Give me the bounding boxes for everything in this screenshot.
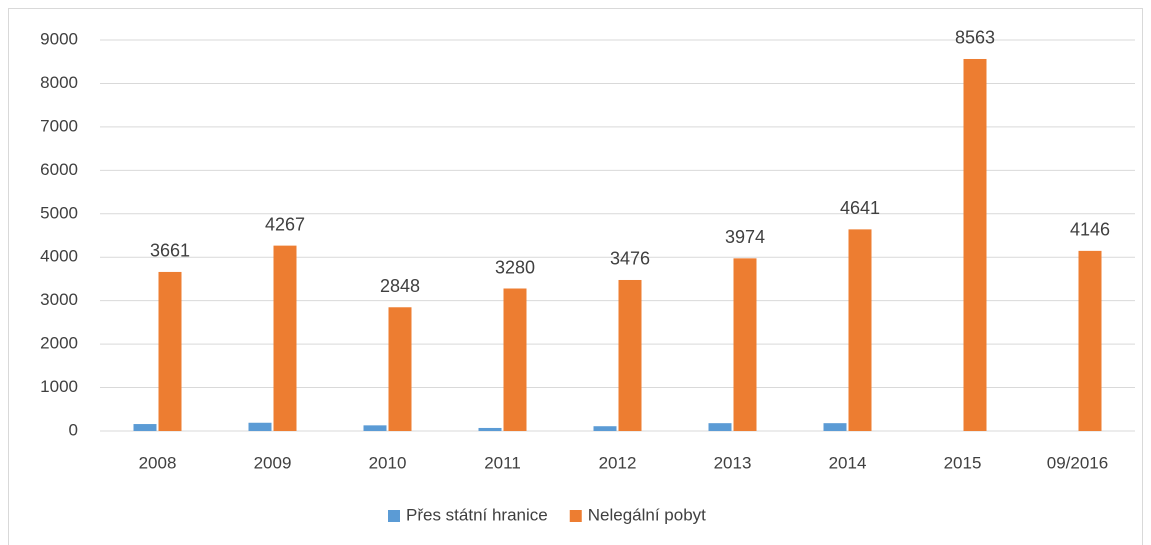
bar: [963, 58, 987, 431]
legend-swatch: [569, 510, 582, 522]
x-tick-label: 2012: [599, 453, 637, 472]
value-label: 8563: [955, 28, 995, 48]
x-tick-label: 2013: [714, 453, 752, 472]
bar: [503, 288, 527, 431]
bar: [248, 422, 272, 431]
y-tick-label: 4000: [40, 247, 78, 266]
bar: [158, 271, 182, 431]
value-label: 3661: [150, 241, 190, 261]
y-tick-label: 5000: [40, 203, 78, 222]
x-tick-label: 2010: [369, 453, 407, 472]
bar: [823, 423, 847, 431]
y-tick-label: 1000: [40, 377, 78, 396]
y-tick-label: 0: [69, 420, 78, 439]
value-label: 2848: [380, 276, 420, 296]
value-label: 3974: [725, 227, 765, 247]
y-tick-label: 7000: [40, 116, 78, 135]
bar: [1078, 250, 1102, 431]
x-tick-label: 2011: [484, 453, 521, 472]
legend-label: Nelegální pobyt: [588, 505, 706, 524]
bar: [593, 426, 617, 431]
bar: [388, 307, 412, 431]
legend-swatch: [388, 510, 400, 522]
value-label: 3280: [495, 257, 535, 277]
x-tick-label: 2008: [139, 453, 177, 472]
y-tick-label: 9000: [40, 29, 78, 48]
y-tick-label: 6000: [40, 160, 78, 179]
value-label: 4641: [840, 198, 880, 218]
bar: [133, 424, 157, 431]
value-label: 4146: [1070, 220, 1110, 240]
x-tick-label: 2009: [254, 453, 292, 472]
x-tick-label: 2014: [829, 453, 867, 472]
x-tick-label: 2015: [944, 453, 982, 472]
y-tick-label: 2000: [40, 334, 78, 353]
bar: [618, 279, 642, 431]
bar: [478, 427, 502, 431]
bar: [708, 423, 732, 431]
x-tick-label: 09/2016: [1047, 453, 1108, 472]
bar: [848, 229, 872, 431]
legend-label: Přes státní hranice: [406, 505, 548, 524]
y-tick-label: 8000: [40, 73, 78, 92]
y-tick-label: 3000: [40, 290, 78, 309]
bar: [273, 245, 297, 431]
value-label: 4267: [265, 214, 305, 234]
bar: [733, 258, 757, 431]
chart-frame: [8, 8, 1143, 545]
value-label: 3476: [610, 249, 650, 269]
bar: [363, 425, 387, 431]
